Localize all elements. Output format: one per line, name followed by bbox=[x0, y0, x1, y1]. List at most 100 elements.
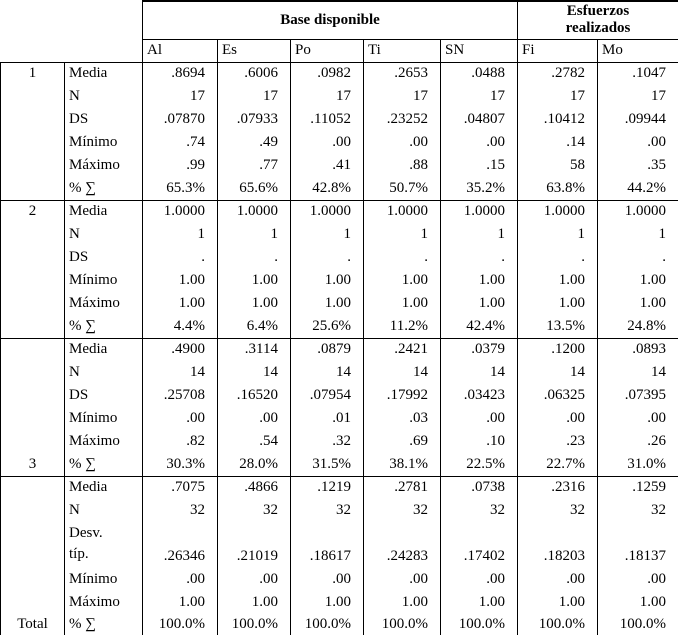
value-cell: .04807 bbox=[439, 108, 519, 131]
value-cell: .16520 bbox=[217, 384, 291, 407]
group-section: Total Media .7075.4866.1219.2781.0738.2316… bbox=[0, 476, 678, 635]
value-cell: 14 bbox=[517, 361, 599, 384]
table-header: Base disponible Esfuerzos realizados Al … bbox=[1, 0, 678, 63]
table-row: % ∑ 65.3% 65.6% 42.8% 50.7% 35.2% 63.8% 44.2% bbox=[1, 177, 678, 200]
value-cell: . bbox=[517, 246, 599, 269]
value-cell: .11052 bbox=[290, 108, 364, 131]
value-cell: .0379 bbox=[439, 338, 519, 361]
value-cell: .1259 bbox=[597, 476, 678, 499]
value-cell: 17 bbox=[439, 85, 519, 108]
table-row: Máximo .99.77.41.88.15 58.35 bbox=[1, 154, 678, 177]
value-cell: .00 bbox=[517, 568, 599, 591]
value-cell: 32 bbox=[439, 499, 519, 522]
column-header-ti: Ti bbox=[363, 39, 441, 63]
value-cell: 14 bbox=[217, 361, 291, 384]
value-cell: .21019 bbox=[217, 522, 291, 568]
stat-label: N bbox=[64, 85, 143, 108]
value-cell: .41 bbox=[290, 154, 364, 177]
value-cell: .00 bbox=[363, 131, 441, 154]
value-cell: 1.00 bbox=[439, 292, 519, 315]
value-cell: .00 bbox=[597, 568, 678, 591]
value-cell: 63.8% bbox=[517, 177, 599, 200]
value-cell: .0893 bbox=[597, 338, 678, 361]
group-section: 2 Media 1.0000 1.0000 1.0000 1.0000 1.0000 1.00… bbox=[0, 200, 678, 338]
value-cell: 6.4% bbox=[217, 315, 291, 338]
value-cell: .24283 bbox=[363, 522, 441, 568]
value-cell: 100.0% bbox=[517, 614, 599, 635]
value-cell: 1.00 bbox=[517, 292, 599, 315]
value-cell: 1.00 bbox=[142, 591, 218, 614]
stat-label: Mínimo bbox=[64, 269, 143, 292]
value-cell: .03 bbox=[363, 407, 441, 430]
value-cell: 32 bbox=[142, 499, 218, 522]
corner-blank-cell bbox=[1, 39, 143, 62]
stat-label: Máximo bbox=[64, 154, 143, 177]
table-row: 1 Media .8694.6006.0982.2653.0488.2782.104… bbox=[0, 62, 678, 200]
value-cell: 14 bbox=[290, 361, 364, 384]
value-cell: 32 bbox=[217, 499, 291, 522]
value-cell: 65.3% bbox=[142, 177, 218, 200]
value-cell: .00 bbox=[597, 131, 678, 154]
stat-label: DS bbox=[64, 108, 143, 131]
value-cell: 1 bbox=[363, 223, 441, 246]
value-cell: .09944 bbox=[597, 108, 678, 131]
column-header-fi: Fi bbox=[517, 39, 599, 63]
value-cell: .35 bbox=[597, 154, 678, 177]
value-cell: 1.00 bbox=[597, 269, 678, 292]
value-cell: 1 bbox=[597, 223, 678, 246]
value-cell: .2781 bbox=[363, 476, 441, 499]
value-cell: .00 bbox=[142, 568, 218, 591]
value-cell: 1.00 bbox=[142, 269, 218, 292]
table-row: % ∑ 30.3% 28.0% 31.5% 38.1% 22.5% 22.7% 31.0% bbox=[1, 453, 678, 476]
value-cell: 50.7% bbox=[363, 177, 441, 200]
header-base-disponible: Base disponible bbox=[141, 0, 519, 40]
stat-label: Mínimo bbox=[64, 407, 143, 430]
table-row: DS .25708.16520.07954.17992.03423.06325.0… bbox=[1, 384, 678, 407]
value-cell: 1.00 bbox=[439, 591, 519, 614]
value-cell: 25.6% bbox=[290, 315, 364, 338]
value-cell: .54 bbox=[217, 430, 291, 453]
value-cell: .0879 bbox=[290, 338, 364, 361]
value-cell: 1.0000 bbox=[290, 200, 364, 223]
value-cell: 1 bbox=[142, 223, 218, 246]
stat-label: Máximo bbox=[64, 591, 143, 614]
value-cell: .1219 bbox=[290, 476, 364, 499]
value-cell: 44.2% bbox=[597, 177, 678, 200]
value-cell: 100.0% bbox=[597, 614, 678, 635]
value-cell: 32 bbox=[363, 499, 441, 522]
value-cell: .77 bbox=[217, 154, 291, 177]
table-row: DS....... bbox=[1, 246, 678, 269]
value-cell: 1.00 bbox=[363, 292, 441, 315]
stat-label: % ∑ bbox=[64, 614, 143, 635]
value-cell: 35.2% bbox=[439, 177, 519, 200]
value-cell: 1.00 bbox=[597, 292, 678, 315]
value-cell: 17 bbox=[290, 85, 364, 108]
value-cell: 28.0% bbox=[217, 453, 291, 476]
value-cell: .00 bbox=[217, 568, 291, 591]
value-cell: 1.00 bbox=[439, 269, 519, 292]
header-row-columns: Al Es Po Ti SN Fi Mo bbox=[1, 39, 678, 63]
value-cell: 1.00 bbox=[217, 591, 291, 614]
value-cell: 30.3% bbox=[142, 453, 218, 476]
value-cell: .26346 bbox=[142, 522, 218, 568]
value-cell: .25708 bbox=[142, 384, 218, 407]
value-cell: .23 bbox=[517, 430, 599, 453]
stat-label: % ∑ bbox=[64, 453, 143, 476]
value-cell: 100.0% bbox=[290, 614, 364, 635]
value-cell: .7075 bbox=[142, 476, 218, 499]
value-cell: 42.8% bbox=[290, 177, 364, 200]
group-label: 1 bbox=[0, 62, 65, 200]
value-cell: .1047 bbox=[597, 62, 678, 85]
value-cell: .82 bbox=[142, 430, 218, 453]
value-cell: .10 bbox=[439, 430, 519, 453]
value-cell: .18203 bbox=[517, 522, 599, 568]
value-cell: 1.0000 bbox=[217, 200, 291, 223]
value-cell: .2653 bbox=[363, 62, 441, 85]
group-section: 1 Media .8694.6006.0982.2653.0488.2782.104… bbox=[0, 62, 678, 200]
value-cell: 1.00 bbox=[290, 269, 364, 292]
value-cell: 1.00 bbox=[597, 591, 678, 614]
value-cell: 1.00 bbox=[217, 292, 291, 315]
column-header-mo: Mo bbox=[597, 39, 678, 63]
value-cell: .4866 bbox=[217, 476, 291, 499]
value-cell: 1 bbox=[217, 223, 291, 246]
